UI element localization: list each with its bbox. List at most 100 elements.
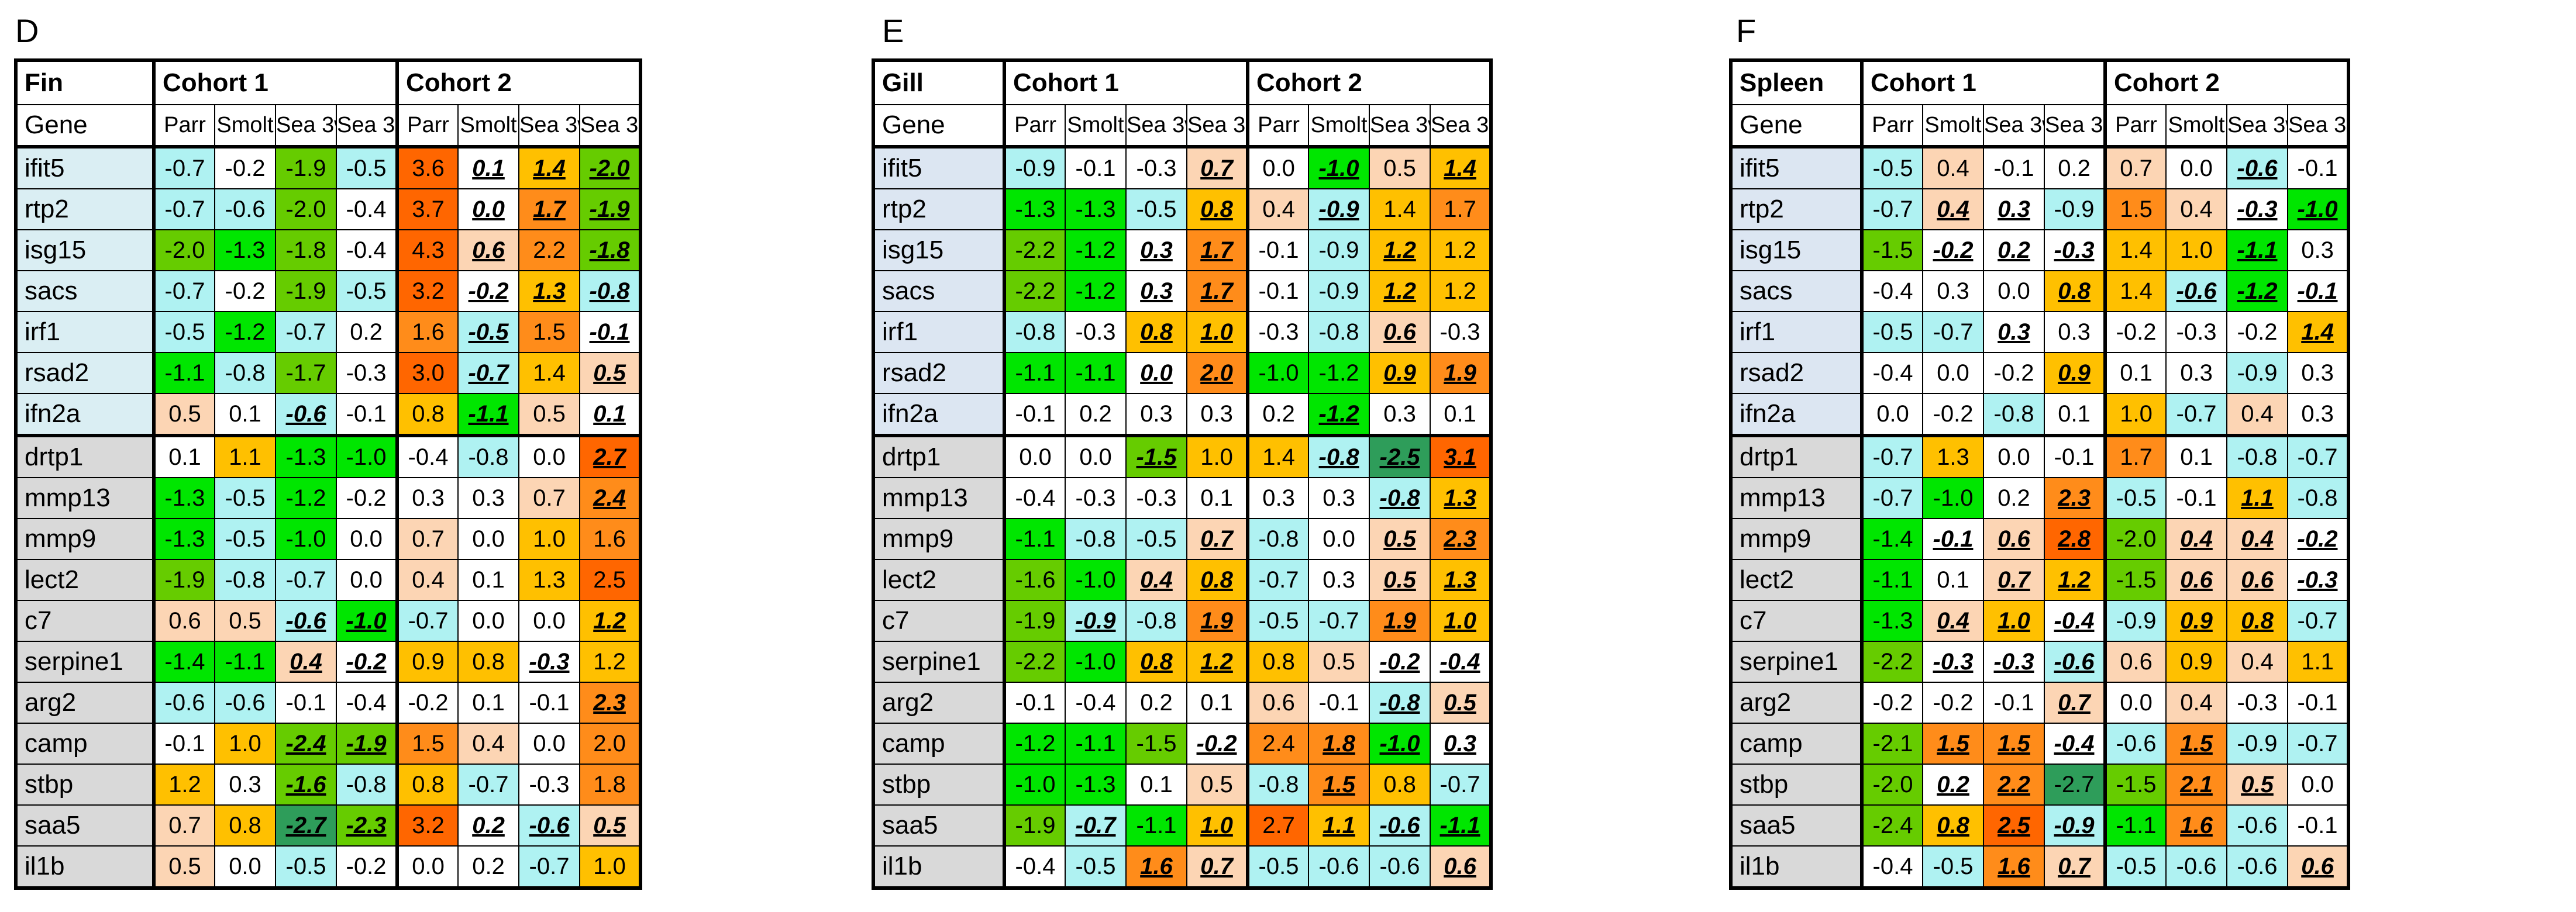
heatmap-cell: 0.6 [2287, 845, 2350, 889]
heatmap-cell: -1.5 [1125, 723, 1187, 765]
gene-label: camp [1730, 723, 1864, 765]
gene-label: arg2 [873, 682, 1006, 724]
gene-row: ifit5 -0.7 -0.2 -1.9 -0.5 3.6 0.1 1.4 -2.0 [15, 146, 642, 189]
gene-label: isg15 [15, 229, 156, 271]
heatmap-cell: 0.0 [1922, 352, 1984, 394]
heatmap-cell: -1.1 [1861, 559, 1923, 601]
gene-row: mmp9 -1.3 -0.5 -1.0 0.0 0.7 0.0 1.0 1.6 [15, 518, 642, 560]
heatmap-cell: -2.0 [2103, 518, 2167, 560]
heatmap-cell: -0.6 [2226, 845, 2289, 889]
heatmap-cell: 0.0 [2103, 682, 2167, 724]
heatmap-cell: 0.3 [1369, 393, 1431, 436]
gene-row: serpine1 -2.2 -0.3 -0.3 -0.6 0.6 0.9 0.4 1.1 [1730, 641, 2350, 683]
heatmap-cell: -0.8 [579, 270, 642, 312]
heatmap-cell: -0.6 [518, 804, 581, 847]
heatmap-cell: -0.1 [1246, 229, 1310, 271]
stage-header: Sea 3w [518, 104, 581, 148]
heatmap-cell: 1.2 [2043, 559, 2106, 601]
gene-label: serpine1 [873, 641, 1006, 683]
heatmap-cell: 0.6 [153, 600, 215, 642]
heatmap-cell: 0.8 [2043, 270, 2106, 312]
stage-header: Parr [1004, 104, 1066, 148]
gene-label: rtp2 [15, 188, 156, 230]
heatmap-cell: -1.2 [1065, 229, 1127, 271]
gene-row: rtp2 -0.7 0.4 0.3 -0.9 1.5 0.4 -0.3 -1.0 [1730, 188, 2350, 230]
heatmap-cell: -0.6 [2043, 641, 2106, 683]
heatmap-cell: 0.0 [518, 723, 581, 765]
heatmap-cell: 0.4 [1922, 146, 1984, 189]
stage-header: Smolt [1065, 104, 1127, 148]
heatmap-cell: 0.5 [579, 804, 642, 847]
heatmap-cell: 0.1 [457, 146, 520, 189]
gene-label: rsad2 [15, 352, 156, 394]
heatmap-cell: -0.7 [2287, 723, 2350, 765]
heatmap-cell: -2.4 [1861, 804, 1923, 847]
heatmap-cell: 0.5 [518, 393, 581, 436]
gene-row: rtp2 -1.3 -1.3 -0.5 0.8 0.4 -0.9 1.4 1.7 [873, 188, 1492, 230]
heatmap-cell: 1.0 [1186, 434, 1249, 478]
heatmap-cell: 0.0 [1004, 434, 1066, 478]
heatmap-cell: 0.3 [1308, 477, 1370, 519]
heatmap-cell: -0.2 [457, 270, 520, 312]
heatmap-cell: 1.3 [1430, 477, 1492, 519]
heatmap-cell: 1.3 [518, 270, 581, 312]
heatmap-cell: 0.0 [1065, 434, 1127, 478]
gene-row: lect2 -1.6 -1.0 0.4 0.8 -0.7 0.3 0.5 1.3 [873, 559, 1492, 601]
heatmap-cell: 1.4 [518, 146, 581, 189]
gene-row: ifit5 -0.9 -0.1 -0.3 0.7 0.0 -1.0 0.5 1.4 [873, 146, 1492, 189]
heatmap-cell: -0.3 [2226, 682, 2289, 724]
gene-row: saa5 -2.4 0.8 2.5 -0.9 -1.1 1.6 -0.6 -0.1 [1730, 804, 2350, 847]
heatmap-cell: -1.1 [1004, 518, 1066, 560]
gene-row: isg15 -2.2 -1.2 0.3 1.7 -0.1 -0.9 1.2 1.2 [873, 229, 1492, 271]
heatmap-cell: 0.1 [2103, 352, 2167, 394]
heatmap-cell: 2.5 [579, 559, 642, 601]
gene-label: ifit5 [15, 146, 156, 189]
gene-row: camp -0.1 1.0 -2.4 -1.9 1.5 0.4 0.0 2.0 [15, 723, 642, 765]
gene-label: lect2 [1730, 559, 1864, 601]
heatmap-cell: -1.9 [153, 559, 215, 601]
heatmap-cell: -1.5 [2103, 559, 2167, 601]
heatmap-cell: 1.2 [1369, 229, 1431, 271]
heatmap-cell: 3.7 [395, 188, 459, 230]
heatmap-cell: 0.3 [1125, 393, 1187, 436]
panel-letter: D [15, 12, 39, 49]
heatmap-cell: -1.1 [153, 352, 215, 394]
gene-row: isg15 -2.0 -1.3 -1.8 -0.4 4.3 0.6 2.2 -1.8 [15, 229, 642, 271]
gene-row: isg15 -1.5 -0.2 0.2 -0.3 1.4 1.0 -1.1 0.3 [1730, 229, 2350, 271]
heatmap-cell: -0.7 [1861, 434, 1923, 478]
heatmap-cell: 1.0 [1430, 600, 1492, 642]
heatmap-cell: 1.6 [395, 311, 459, 353]
heatmap-cell: 0.6 [2226, 559, 2289, 601]
stage-header: Smolt [1308, 104, 1370, 148]
heatmap-cell: -0.9 [2043, 804, 2106, 847]
heatmap-cell: -0.3 [1125, 477, 1187, 519]
heatmap-cell: 1.9 [1430, 352, 1492, 394]
heatmap-cell: 1.4 [2103, 270, 2167, 312]
heatmap-cell: 2.1 [2165, 764, 2228, 806]
gene-label: arg2 [15, 682, 156, 724]
heatmap-cell: 0.2 [1125, 682, 1187, 724]
gene-row: c7 -1.9 -0.9 -0.8 1.9 -0.5 -0.7 1.9 1.0 [873, 600, 1492, 642]
heatmap-cell: -0.9 [1308, 270, 1370, 312]
gene-label: il1b [15, 845, 156, 889]
heatmap-cell: -1.9 [275, 146, 337, 189]
stage-header: Sea 3w [1983, 104, 2045, 148]
heatmap-cell: -1.6 [1004, 559, 1066, 601]
heatmap-cell: -0.9 [1004, 146, 1066, 189]
heatmap-cell: -0.5 [1861, 146, 1923, 189]
gene-label: mmp13 [873, 477, 1006, 519]
heatmap-cell: -2.4 [275, 723, 337, 765]
heatmap-cell: 0.0 [395, 845, 459, 889]
gene-label: c7 [1730, 600, 1864, 642]
heatmap-cell: 1.4 [1369, 188, 1431, 230]
heatmap-cell: 1.0 [2165, 229, 2228, 271]
heatmap-cell: -0.6 [2226, 146, 2289, 189]
heatmap-cell: 0.3 [1186, 393, 1249, 436]
heatmap-cell: -0.5 [1125, 518, 1187, 560]
gene-label: sacs [873, 270, 1006, 312]
heatmap-cell: -0.7 [2165, 393, 2228, 436]
gene-label: drtp1 [15, 434, 156, 478]
heatmap-cell: 1.2 [153, 764, 215, 806]
gene-label: mmp13 [15, 477, 156, 519]
heatmap-cell: 1.7 [518, 188, 581, 230]
